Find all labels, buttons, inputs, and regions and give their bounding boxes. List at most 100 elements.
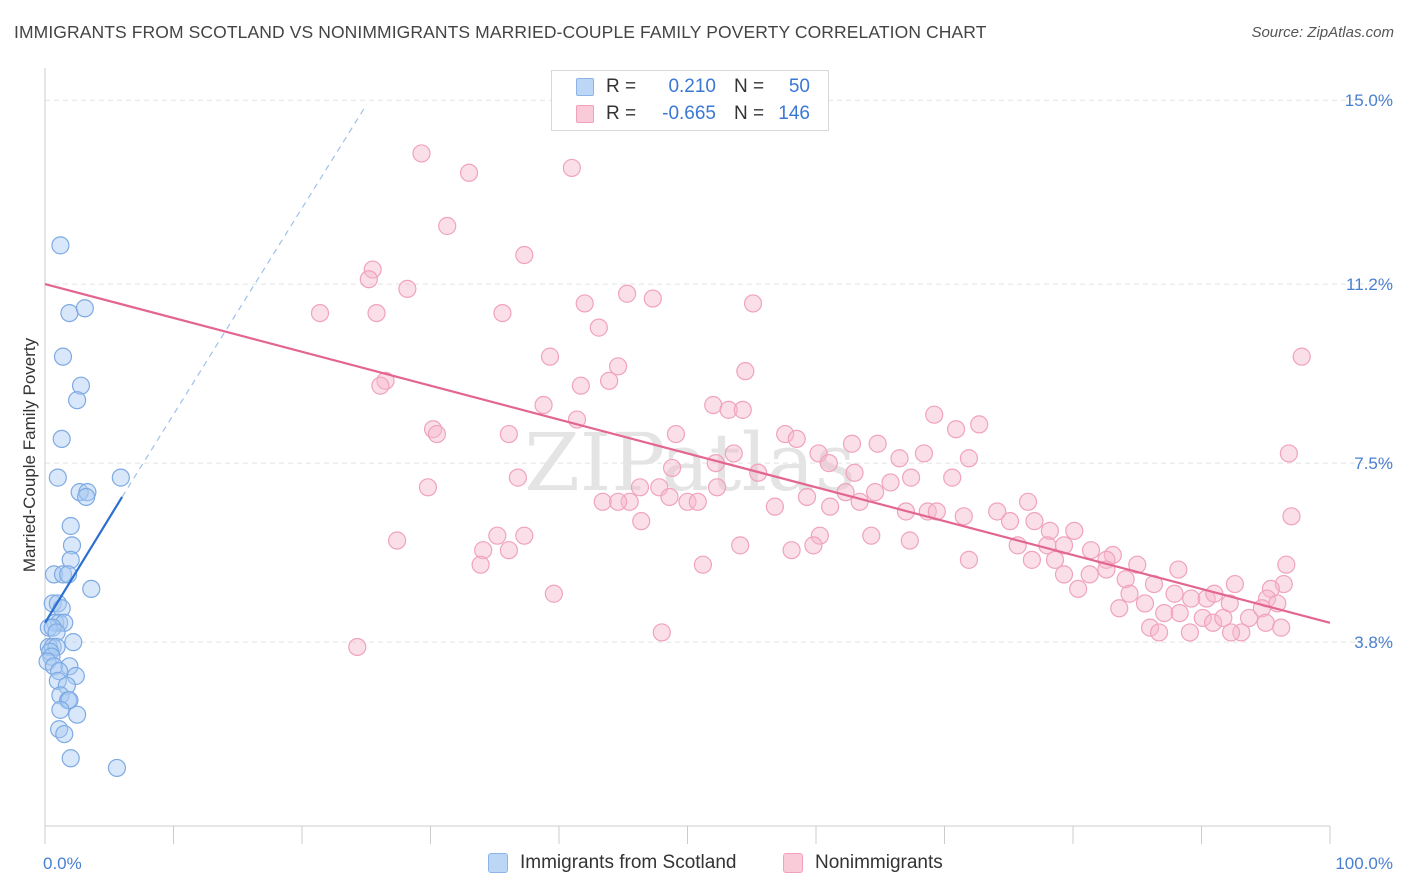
data-point-nonimmigrants — [1256, 613, 1275, 632]
source-credit: Source: ZipAtlas.com — [1251, 24, 1394, 41]
data-point-nonimmigrants — [1221, 623, 1241, 642]
data-point-scotland — [77, 487, 96, 507]
data-point-nonimmigrants — [1054, 565, 1074, 584]
data-point-scotland — [68, 391, 87, 410]
data-point-nonimmigrants — [609, 492, 628, 511]
data-point-nonimmigrants — [1149, 623, 1169, 642]
data-point-nonimmigrants — [438, 216, 457, 236]
legend-r-value: -0.665 — [662, 103, 716, 124]
data-point-nonimmigrants — [348, 637, 367, 657]
data-point-scotland — [50, 720, 69, 739]
data-point-nonimmigrants — [660, 487, 679, 507]
data-point-nonimmigrants — [1140, 618, 1160, 637]
data-point-scotland — [51, 700, 70, 719]
y-tick-label: 11.2% — [1346, 275, 1393, 294]
data-point-nonimmigrants — [363, 260, 382, 279]
data-point-nonimmigrants — [1272, 618, 1291, 637]
data-point-nonimmigrants — [488, 526, 507, 545]
data-point-scotland — [71, 376, 91, 395]
data-point-nonimmigrants — [474, 541, 493, 560]
data-point-nonimmigrants — [776, 424, 795, 444]
data-point-nonimmigrants — [662, 458, 682, 478]
data-point-nonimmigrants — [632, 512, 651, 531]
data-point-nonimmigrants — [1155, 603, 1174, 623]
data-point-nonimmigrants — [733, 400, 752, 419]
data-point-nonimmigrants — [914, 444, 934, 463]
data-point-nonimmigrants — [743, 294, 763, 313]
data-point-nonimmigrants — [1282, 507, 1301, 526]
bottom-legend-swatch-nonimmigrants — [783, 853, 803, 873]
y-tick-label: 7.5% — [1354, 454, 1393, 473]
data-point-nonimmigrants — [1277, 555, 1296, 574]
data-point-nonimmigrants — [1069, 579, 1088, 599]
bottom-legend-label-scotland: Immigrants from Scotland — [520, 852, 737, 873]
data-point-nonimmigrants — [1203, 613, 1223, 632]
data-point-scotland — [64, 633, 83, 652]
series-nonimmigrants-points — [310, 144, 1311, 657]
data-point-nonimmigrants — [515, 245, 534, 265]
data-point-nonimmigrants — [1232, 623, 1251, 642]
data-point-nonimmigrants — [954, 507, 973, 526]
data-point-nonimmigrants — [943, 468, 962, 487]
data-point-scotland — [44, 657, 64, 676]
data-point-nonimmigrants — [797, 487, 817, 507]
data-point-nonimmigrants — [575, 294, 594, 313]
data-point-nonimmigrants — [1193, 608, 1212, 628]
data-point-nonimmigrants — [1239, 608, 1259, 628]
data-point-nonimmigrants — [970, 415, 989, 434]
bottom-legend-nonimmigrants: Nonimmigrants — [783, 851, 943, 875]
data-point-nonimmigrants — [1182, 589, 1201, 608]
data-point-nonimmigrants — [544, 584, 563, 603]
data-point-nonimmigrants — [736, 362, 755, 381]
data-point-nonimmigrants — [1180, 623, 1200, 642]
data-point-nonimmigrants — [412, 144, 431, 163]
tick-labels: 3.8% 7.5% 11.2% 15.0% 0.0% 100.0% — [43, 91, 1393, 873]
data-point-nonimmigrants — [707, 478, 727, 497]
data-point-nonimmigrants — [782, 541, 801, 560]
legend-row-scotland: R = 0.210 N = 50 — [576, 75, 810, 99]
data-point-nonimmigrants — [724, 444, 743, 463]
data-point-nonimmigrants — [387, 531, 407, 550]
legend-swatch-nonimmigrants — [576, 105, 594, 123]
data-point-nonimmigrants — [868, 434, 887, 453]
data-point-nonimmigrants — [925, 405, 944, 424]
data-point-nonimmigrants — [571, 376, 590, 395]
data-point-nonimmigrants — [1135, 594, 1155, 613]
grid-lines — [45, 99, 1395, 643]
data-point-nonimmigrants — [693, 555, 713, 574]
data-point-nonimmigrants — [618, 284, 637, 303]
data-point-nonimmigrants — [765, 497, 784, 516]
data-point-scotland — [50, 662, 69, 681]
data-point-scotland — [53, 565, 73, 584]
data-point-scotland — [53, 347, 73, 366]
data-point-nonimmigrants — [493, 303, 512, 323]
data-point-scotland — [61, 749, 80, 768]
data-point-nonimmigrants — [1000, 512, 1020, 531]
data-point-nonimmigrants — [508, 468, 527, 487]
data-point-scotland — [52, 429, 71, 449]
x-tick-label: 100.0% — [1335, 854, 1393, 873]
data-point-nonimmigrants — [499, 541, 518, 560]
legend-n-label: N = — [734, 76, 765, 97]
data-point-nonimmigrants — [988, 502, 1007, 521]
data-point-nonimmigrants — [810, 526, 829, 545]
trend-line-scotland-extension — [121, 104, 367, 498]
data-point-nonimmigrants — [787, 429, 806, 449]
y-axis-title: Married-Couple Family Poverty — [20, 337, 39, 572]
data-point-nonimmigrants — [593, 492, 612, 511]
data-point-scotland — [62, 536, 82, 555]
data-point-nonimmigrants — [1165, 584, 1184, 603]
data-point-nonimmigrants — [819, 453, 838, 473]
legend-r-value: 0.210 — [668, 76, 716, 97]
data-point-nonimmigrants — [821, 497, 840, 516]
data-point-nonimmigrants — [845, 463, 864, 482]
data-point-nonimmigrants — [1018, 492, 1038, 511]
data-point-nonimmigrants — [310, 303, 330, 323]
x-tick-label: 0.0% — [43, 854, 82, 873]
data-point-nonimmigrants — [900, 531, 919, 550]
data-point-nonimmigrants — [901, 468, 921, 487]
data-point-nonimmigrants — [398, 279, 417, 299]
data-point-nonimmigrants — [1081, 541, 1101, 560]
legend-n-value: 50 — [788, 76, 810, 97]
